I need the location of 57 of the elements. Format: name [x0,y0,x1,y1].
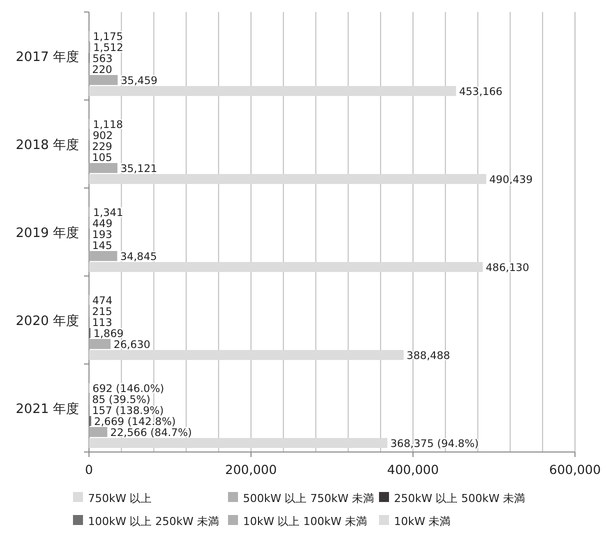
bar [89,174,486,184]
y-tick-label: 2017 年度 [16,49,79,65]
data-label: 105 [92,152,112,164]
data-label: 449 [92,218,112,230]
data-label: 692 (146.0%) [92,383,164,395]
data-label: 2,669 (142.8%) [94,416,176,428]
legend-item: 500kW 以上 750kW 未満 [228,492,374,505]
data-label: 145 [92,240,112,252]
legend-label: 750kW 以上 [88,492,152,505]
legend-item: 100kW 以上 250kW 未満 [73,515,219,528]
bar [89,350,404,360]
bar [89,262,483,272]
data-label: 490,439 [489,174,533,186]
data-label: 474 [92,295,113,307]
data-label: 157 (138.9%) [92,405,164,417]
data-label: 85 (39.5%) [92,394,150,406]
x-tick-label: 400,000 [387,462,439,477]
x-tick-label: 0 [85,462,94,477]
y-tick-label: 2018 年度 [16,137,79,153]
legend-item: 250kW 以上 500kW 未満 [379,492,525,505]
legend-item: 750kW 以上 [73,492,152,505]
data-label: 1,341 [93,207,124,219]
data-label: 35,459 [120,75,158,87]
data-label: 388,488 [406,350,450,362]
bar [89,163,118,173]
data-label: 453,166 [459,86,503,98]
data-label: 1,512 [93,42,124,54]
data-label: 902 [92,130,113,142]
bar [89,251,118,261]
data-label: 1,869 [94,328,124,340]
data-label: 215 [92,306,112,318]
data-label: 486,130 [486,262,530,274]
data-label: 26,630 [114,339,150,351]
data-label: 193 [92,229,112,241]
data-label: 1,118 [92,119,123,131]
data-label: 22,566 (84.7%) [110,427,192,439]
bar [89,427,108,437]
data-label: 34,845 [120,251,157,263]
y-tick-label: 2020 年度 [16,313,79,329]
bar [89,86,456,96]
data-label: 113 [92,317,112,329]
bar [89,75,118,85]
data-label: 220 [92,64,112,76]
y-tick-label: 2019 年度 [16,225,79,241]
data-label: 563 [92,53,113,65]
legend-item: 10kW 未満 [379,515,451,528]
data-label: 229 [92,141,112,153]
legend-item: 10kW 以上 100kW 未満 [228,515,367,528]
bar [89,339,111,349]
legend-label: 10kW 未満 [394,515,451,528]
data-label: 368,375 (94.8%) [390,438,479,450]
data-label: 1,175 [92,31,124,43]
x-tick-label: 200,000 [225,462,277,477]
x-tick-label: 600,000 [549,462,601,477]
data-label: 35,121 [120,163,158,175]
y-tick-label: 2021 年度 [16,401,79,417]
bar [89,438,388,448]
